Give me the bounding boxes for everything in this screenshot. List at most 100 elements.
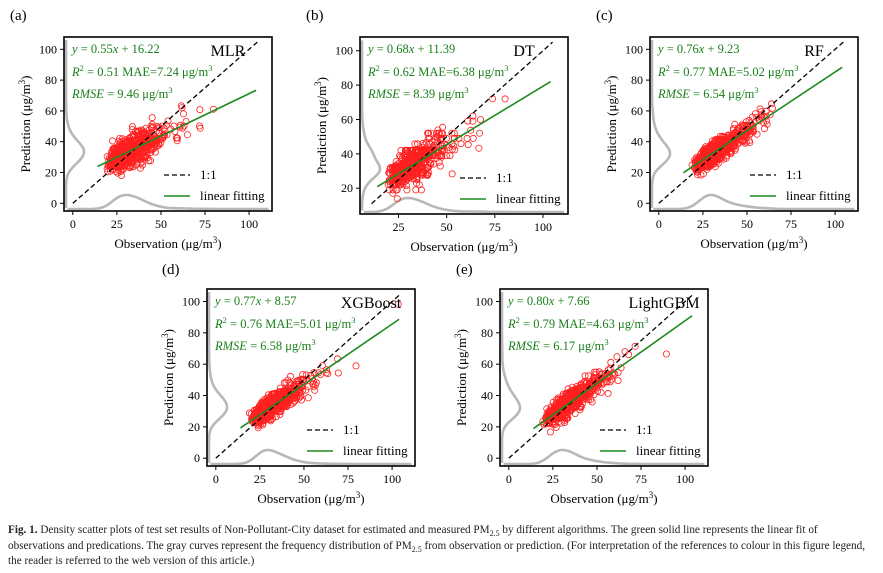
caption-text-1: Density scatter plots of test set result…	[40, 524, 490, 536]
prediction-density-curve	[360, 40, 382, 211]
y-axis-label: Prediction (μg/m3)	[313, 77, 329, 174]
r2-symbol: R	[367, 65, 376, 79]
panel-letter: (d)	[162, 262, 180, 278]
scatter-point	[557, 419, 565, 427]
rmse-symbol: RMSE	[71, 87, 104, 101]
scatter-point	[753, 130, 761, 138]
rmse-symbol: RMSE	[657, 87, 690, 101]
y-tick-label: 40	[45, 135, 57, 149]
scatter-point	[729, 126, 737, 134]
scatter-point	[606, 378, 614, 386]
scatter-point	[719, 133, 727, 141]
caption-sub-2: 2.5	[411, 544, 422, 554]
x-axis-label-text: Observation (μg/m	[114, 236, 212, 251]
equation-text: y = 0.76x + 9.23	[656, 42, 740, 56]
x-tick-label: 25	[697, 217, 709, 231]
scatter-point	[614, 369, 622, 377]
x-axis-label-sup: 3	[799, 235, 804, 245]
scatter-point	[762, 107, 770, 115]
y-axis-label-sup: 3	[453, 333, 463, 338]
scatter-point	[691, 156, 699, 164]
scatter-point	[173, 137, 181, 145]
scatter-point	[276, 408, 284, 416]
y-tick-label: 80	[341, 78, 353, 92]
mae-value: MAE=4.63 μg/m	[555, 317, 644, 331]
scatter-point	[731, 120, 739, 128]
caption-label: Fig. 1.	[8, 524, 38, 536]
x-tick-label: 100	[383, 472, 401, 486]
plot-area	[360, 40, 565, 214]
y-tick-label: 40	[188, 389, 200, 403]
equation-text: y = 0.68x + 11.39	[366, 42, 455, 56]
scatter-point	[607, 358, 615, 366]
rmse-symbol: RMSE	[367, 87, 400, 101]
scatter-point	[598, 381, 606, 389]
observation-density-curve	[503, 448, 705, 466]
plot-frame	[359, 36, 569, 215]
scatter-point	[457, 140, 465, 148]
scatter-point	[597, 388, 605, 396]
y-axis-label: Prediction (μg/m3)	[453, 329, 469, 426]
plot-area	[64, 40, 269, 211]
y-tick-label: 20	[45, 166, 57, 180]
scatter-point	[417, 146, 425, 154]
scatter-point	[148, 114, 156, 122]
x-axis-label-close: )	[513, 239, 517, 254]
observation-density-curve	[210, 448, 412, 466]
x-tick-label: 50	[298, 472, 310, 486]
panel-dt: (b) 25 50 75 100 20 40 60 80 100 Observation (μg/m…	[306, 8, 569, 254]
scatter-point	[746, 139, 754, 147]
scatter-point	[401, 153, 409, 161]
mae-value: MAE=7.24 μg/m	[119, 65, 208, 79]
scatter-point	[276, 410, 284, 418]
equation-x: x	[408, 42, 415, 56]
scatter-point	[606, 364, 614, 372]
equation-intercept: + 9.23	[704, 42, 739, 56]
mae-unit-sup: 3	[644, 315, 648, 325]
scatter-point	[128, 163, 136, 171]
scatter-point	[442, 152, 450, 160]
x-axis-label: Observation (μg/m3)	[700, 235, 807, 251]
r2-symbol: R	[214, 317, 223, 331]
y-tick-label: 100	[335, 44, 353, 58]
legend-identity-label: 1:1	[496, 170, 513, 185]
scatter-point	[702, 153, 710, 161]
scatter-point	[604, 389, 612, 397]
equation-y: y	[366, 42, 374, 56]
y-axis-label-text: Prediction (μg/m	[161, 338, 176, 426]
scatter-point	[389, 189, 397, 197]
scatter-point	[119, 135, 127, 143]
rmse-value: = 6.58 μg/m	[247, 339, 312, 353]
scatter-point	[183, 131, 191, 139]
y-tick-label: 80	[45, 73, 57, 87]
scatter-point	[721, 133, 729, 141]
scatter-point	[467, 126, 475, 134]
x-axis-label-close: )	[360, 491, 364, 506]
x-axis-label: Observation (μg/m3)	[550, 490, 657, 506]
x-axis-label-text: Observation (μg/m	[550, 491, 648, 506]
panel-rf: (c) 0 25 50 75 100 0 20 40 60 80 100 Observation (μg…	[596, 8, 859, 251]
r2-sup: 2	[516, 315, 520, 325]
x-axis-label: Observation (μg/m3)	[257, 490, 364, 506]
scatter-point	[179, 110, 187, 118]
y-axis-label-close: )	[314, 77, 329, 81]
scatter-point	[742, 133, 750, 141]
r2-symbol: R	[657, 65, 666, 79]
scatter-point	[590, 391, 598, 399]
scatter-point	[437, 152, 445, 160]
linear-fit-line	[533, 315, 693, 430]
y-axis-label-close: )	[161, 329, 176, 333]
x-tick-label: 75	[342, 472, 354, 486]
x-tick-label: 50	[591, 472, 603, 486]
equation-y: y	[506, 294, 514, 308]
y-tick-label: 20	[631, 166, 643, 180]
mae-value: MAE=5.01 μg/m	[262, 317, 351, 331]
y-axis-label-text: Prediction (μg/m	[604, 84, 619, 172]
x-tick-label: 50	[441, 220, 453, 234]
y-tick-label: 60	[341, 112, 353, 126]
y-tick-label: 80	[631, 73, 643, 87]
scatter-point	[402, 181, 410, 189]
y-tick-label: 100	[182, 295, 200, 309]
scatter-point	[116, 146, 124, 154]
